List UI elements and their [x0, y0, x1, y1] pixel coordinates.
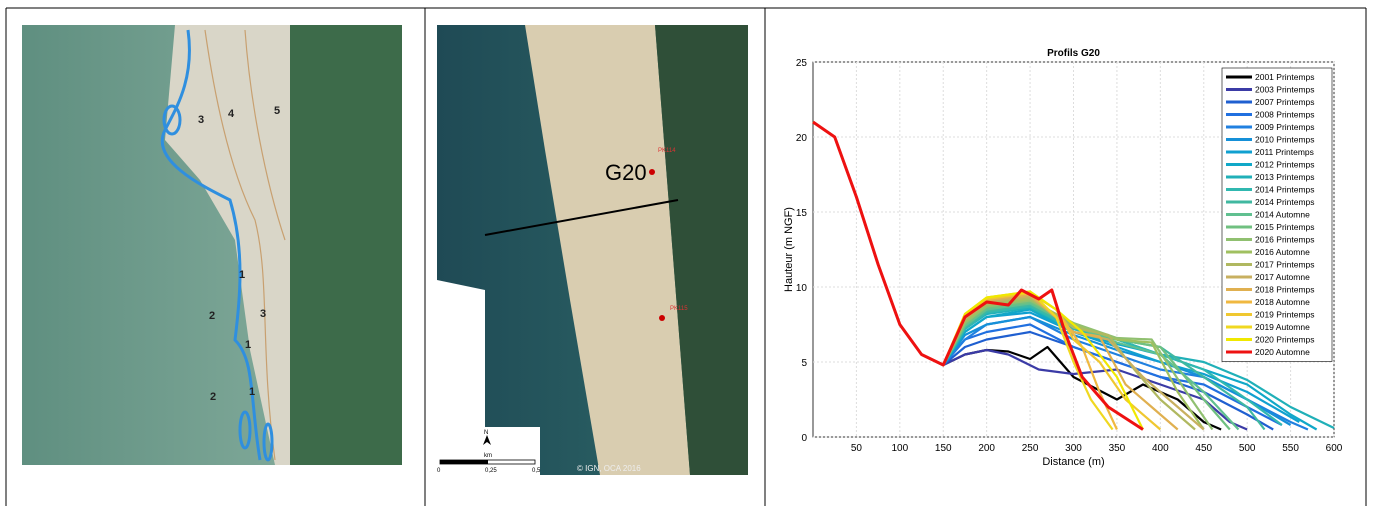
x-tick-label: 300: [1065, 443, 1082, 454]
y-tick-label: 15: [796, 208, 808, 219]
map-label: 2: [209, 310, 215, 322]
x-tick-label: 550: [1282, 443, 1299, 454]
legend-label: 2020 Printemps: [1255, 335, 1315, 345]
scale-tick: 0,5: [532, 468, 541, 474]
x-tick-label: 400: [1152, 443, 1169, 454]
legend-label: 2018 Automne: [1255, 297, 1310, 307]
y-tick-label: 5: [801, 358, 807, 369]
x-axis-label: Distance (m): [1042, 456, 1104, 468]
legend-label: 2019 Printemps: [1255, 310, 1315, 320]
legend-label: 2011 Printemps: [1255, 147, 1314, 157]
x-tick-label: 600: [1326, 443, 1343, 454]
map-label: 3: [260, 308, 266, 320]
legend-label: 2007 Printemps: [1255, 97, 1315, 107]
map-label: 1: [249, 386, 255, 398]
y-tick-label: 10: [796, 283, 808, 294]
legend-label: 2016 Printemps: [1255, 235, 1315, 245]
legend-label: 2008 Printemps: [1255, 110, 1315, 120]
x-tick-label: 250: [1022, 443, 1039, 454]
legend-label: 2015 Printemps: [1255, 222, 1315, 232]
aerial-image-1: 3 4 5 1 2 3 1 2 1: [22, 25, 402, 465]
figure-table: 3 4 5 1 2 3 1 2 1 G20 PK114 PK115 Nkm 0 0,25 0,5 © IGN,…: [0, 0, 1373, 506]
legend-label: 2017 Printemps: [1255, 260, 1315, 270]
page: 3 4 5 1 2 3 1 2 1 G20 PK114 PK115 Nkm 0 0,25 0,5 © IGN,…: [0, 0, 1373, 511]
marker-label: PK115: [670, 306, 688, 312]
x-tick-label: 500: [1239, 443, 1256, 454]
scale-tick: 0,25: [485, 468, 497, 474]
legend-label: 2018 Printemps: [1255, 285, 1315, 295]
marker-label: PK114: [658, 148, 676, 154]
legend-label: 2003 Printemps: [1255, 85, 1315, 95]
map-label: 3: [198, 114, 204, 126]
station-label: G20: [605, 160, 647, 185]
legend-label: 2014 Printemps: [1255, 185, 1315, 195]
credit: © IGN, OCA 2016: [577, 464, 641, 473]
legend-label: 2001 Printemps: [1255, 72, 1315, 82]
legend-label: 2010 Printemps: [1255, 135, 1315, 145]
legend-label: 2013 Printemps: [1255, 172, 1315, 182]
map-label: 5: [274, 105, 280, 117]
map-label: 1: [239, 269, 245, 281]
map-label: 2: [210, 391, 216, 403]
legend-label: 2014 Printemps: [1255, 197, 1315, 207]
chart-title: Profils G20: [1047, 48, 1100, 59]
line-chart: 50 100 150 200 250 300 350 400 450 500 550 600 0 5 10 1…: [783, 48, 1343, 468]
map-label: 4: [228, 108, 235, 120]
north-label: N: [484, 430, 488, 436]
x-tick-label: 100: [891, 443, 908, 454]
x-tick-label: 200: [978, 443, 995, 454]
y-tick-label: 0: [801, 433, 807, 444]
legend-label: 2012 Printemps: [1255, 160, 1315, 170]
y-axis-label: Hauteur (m NGF): [783, 207, 795, 292]
y-tick-label: 25: [796, 58, 808, 69]
x-tick-label: 450: [1195, 443, 1212, 454]
legend-label: 2009 Printemps: [1255, 122, 1315, 132]
scale-unit: km: [484, 453, 492, 459]
legend-label: 2017 Automne: [1255, 272, 1310, 282]
legend-label: 2020 Automne: [1255, 347, 1310, 357]
x-tick-label: 350: [1109, 443, 1126, 454]
x-tick-label: 150: [935, 443, 952, 454]
x-tick-label: 50: [851, 443, 863, 454]
legend-label: 2016 Automne: [1255, 247, 1310, 257]
legend-label: 2019 Automne: [1255, 322, 1310, 332]
map-label: 1: [245, 339, 251, 351]
legend-label: 2014 Automne: [1255, 210, 1310, 220]
y-tick-label: 20: [796, 133, 808, 144]
